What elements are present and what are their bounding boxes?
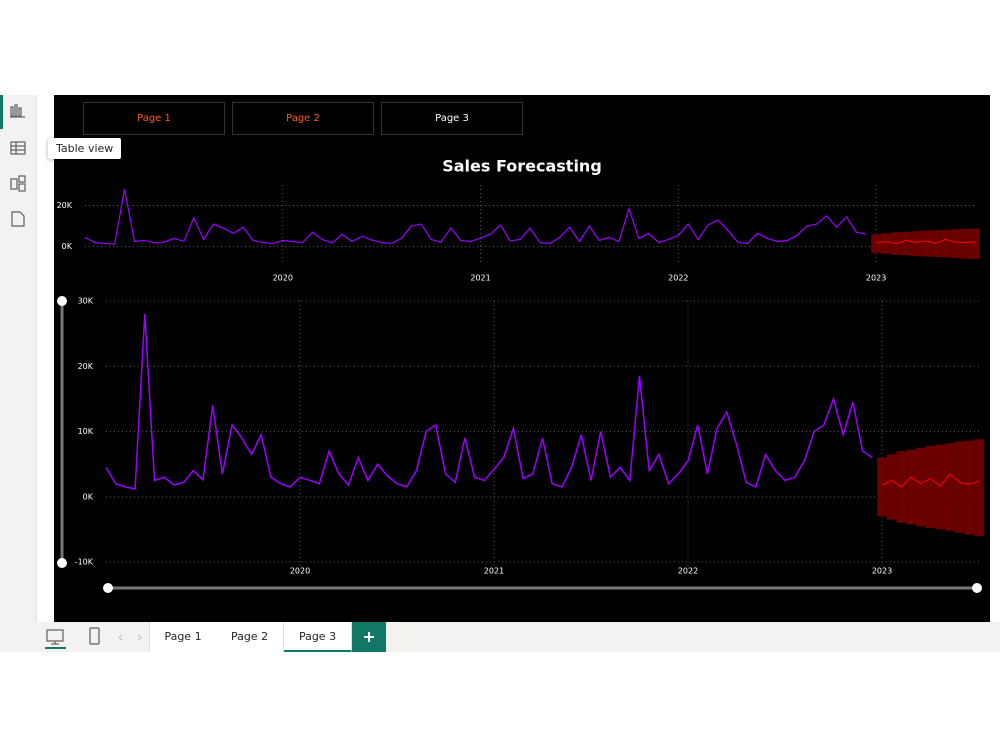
tooltip: Table view <box>48 138 122 159</box>
sidebar-icons <box>0 95 26 227</box>
page-button[interactable]: Page 2 <box>232 102 374 135</box>
page-button[interactable]: Page 3 <box>381 102 523 135</box>
sidebar <box>0 95 37 652</box>
view-icons <box>45 627 142 649</box>
tab-bar: Page 1 Page 2 Page 3 <box>36 622 1000 652</box>
page-button[interactable]: Page 1 <box>83 102 225 135</box>
page-tab[interactable]: Page 2 <box>216 622 284 652</box>
page-tab[interactable]: Page 1 <box>149 622 217 652</box>
add-page-button[interactable] <box>352 622 386 652</box>
page-tab[interactable]: Page 3 <box>284 622 352 652</box>
report-canvas <box>54 95 990 622</box>
